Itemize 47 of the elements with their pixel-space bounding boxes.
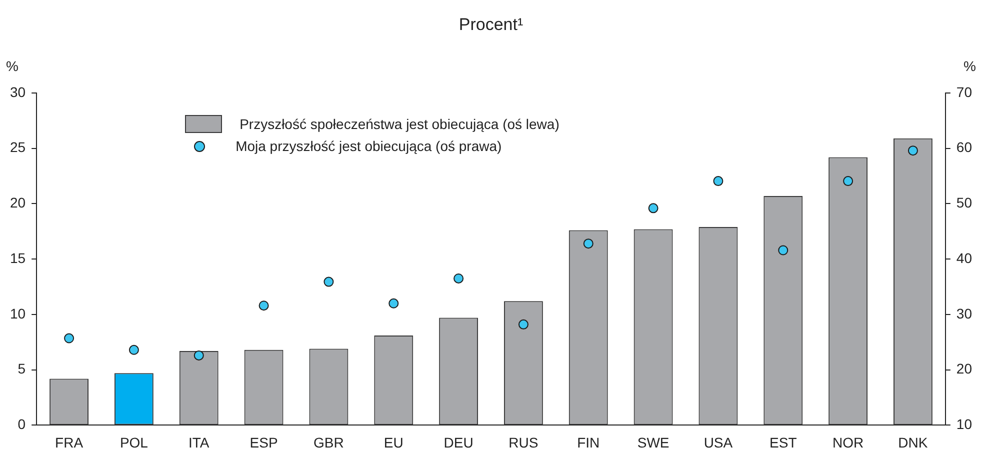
x-tick-label: FRA <box>55 434 84 450</box>
x-tick-label: NOR <box>832 434 864 450</box>
y-tick-label: 0 <box>18 416 26 432</box>
y2-tick-label: 60 <box>956 139 972 156</box>
x-tick-label: POL <box>120 434 148 450</box>
point <box>713 176 724 186</box>
x-tick-label: USA <box>704 434 734 450</box>
point <box>648 203 658 214</box>
x-tick-label: FIN <box>577 434 600 450</box>
y2-tick-label: 50 <box>956 194 972 211</box>
legend-label: Moja przyszłość jest obiecująca (oś prawa) <box>236 138 502 154</box>
x-tick-label: DEU <box>444 434 474 450</box>
x-tick-label: EU <box>384 434 404 450</box>
x-tick-label: GBR <box>314 434 344 450</box>
point <box>583 238 594 249</box>
point <box>454 273 464 284</box>
x-tick-label: ESP <box>250 434 278 450</box>
y-tick-label: 5 <box>18 360 26 377</box>
y2-tick-label: 40 <box>956 250 972 266</box>
y2-tick-label: 70 <box>956 84 972 100</box>
point <box>908 146 918 156</box>
y2-tick-label: 20 <box>956 360 972 377</box>
point <box>518 319 528 330</box>
x-tick-label: EST <box>770 434 798 450</box>
x-tick-label: ITA <box>188 434 210 450</box>
y-tick-label: 20 <box>10 194 26 211</box>
point <box>843 176 854 186</box>
point <box>128 344 139 355</box>
y2-tick-label: 10 <box>956 416 972 432</box>
x-tick-label: RUS <box>508 434 538 450</box>
point <box>778 245 788 256</box>
y-tick-label: 10 <box>10 305 26 322</box>
y-axis-title: % <box>6 58 18 74</box>
legend-label: Przyszłość społeczeństwa jest obiecująca (oś lewa) <box>240 116 560 132</box>
x-tick-label: SWE <box>637 434 670 450</box>
y2-tick-label: 30 <box>956 305 972 322</box>
x-tick-label: DNK <box>898 434 928 450</box>
y-tick-label: 15 <box>10 250 26 266</box>
y2-axis-title: % <box>964 58 976 74</box>
point <box>258 300 269 311</box>
point <box>64 333 74 344</box>
point <box>194 350 204 360</box>
y-tick-label: 25 <box>10 139 26 156</box>
y-tick-label: 30 <box>10 84 26 100</box>
chart-title: Procent¹ <box>458 15 524 34</box>
point <box>388 298 399 308</box>
point <box>324 276 334 287</box>
